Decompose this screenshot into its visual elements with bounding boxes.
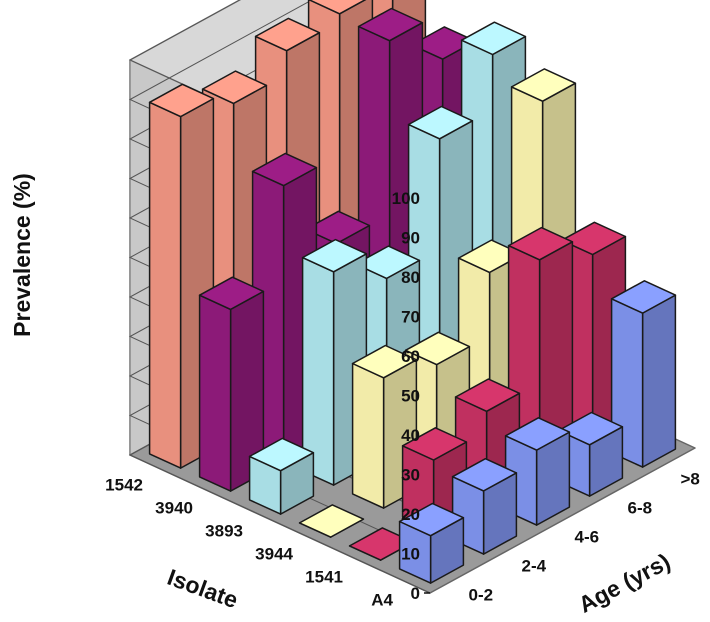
y-tick-label: 70: [401, 308, 420, 327]
y-tick-label: 80: [401, 268, 420, 287]
bar-top: [351, 344, 418, 379]
bar-1542-0: [148, 83, 215, 469]
bar-top: [504, 417, 571, 451]
isolate-label: A4: [371, 591, 393, 610]
bar-top: [460, 21, 527, 56]
bar-top: [248, 437, 315, 472]
isolate-label: 1541: [305, 568, 343, 587]
bar-front: [641, 294, 677, 468]
age-label: >8: [681, 470, 700, 489]
age-axis-title: Age (yrs): [574, 548, 674, 618]
bars: [148, 0, 677, 584]
bar-top: [308, 0, 367, 15]
y-tick-label: 10: [401, 545, 420, 564]
bar-top: [201, 70, 268, 105]
y-tick-label: 90: [401, 229, 420, 248]
y-tick-label: 50: [401, 387, 420, 406]
bar-top: [398, 502, 465, 537]
y-tick-label: 100: [392, 189, 420, 208]
isolate-label: 3940: [155, 499, 193, 518]
bar-top: [557, 411, 624, 446]
bar-top: [454, 378, 521, 413]
y-tick-label: 20: [401, 505, 420, 524]
bar-top: [407, 105, 474, 140]
bar-top: [254, 17, 321, 52]
age-label: 2-4: [522, 557, 547, 576]
y-tick-label: 30: [401, 466, 420, 485]
bar-top: [510, 68, 577, 102]
bar-top: [560, 221, 627, 256]
bar-top: [304, 210, 371, 245]
y-tick-label: 60: [401, 347, 420, 366]
bar-A4-0: [398, 502, 465, 584]
bar-A4-2: [504, 417, 571, 526]
bar-3944-0: [298, 504, 365, 538]
isolate-label: 3893: [205, 522, 243, 541]
bar-top: [354, 245, 421, 280]
bar-top: [357, 7, 424, 42]
age-label: 0-2: [469, 586, 494, 605]
bar-top: [148, 83, 215, 118]
bar-top: [298, 504, 365, 538]
bar-side: [148, 101, 182, 469]
bar-3940-0: [198, 276, 265, 492]
bar-side: [351, 362, 385, 509]
bar-top: [507, 226, 574, 261]
isolate-axis-title: Isolate: [164, 564, 241, 613]
bar-top: [451, 457, 518, 492]
bar-top: [198, 276, 265, 311]
isolate-label: 3944: [255, 545, 293, 564]
y-axis-title: Prevalence (%): [9, 173, 35, 337]
y-tick-label: 0: [411, 584, 420, 603]
bar-3893-0: [248, 437, 315, 515]
y-tick-label: 40: [401, 426, 420, 445]
bar-top: [404, 331, 471, 366]
age-label: 6-8: [628, 499, 653, 518]
bar-side: [198, 294, 232, 492]
bar-top: [610, 280, 677, 314]
isolate-label: 1542: [105, 476, 143, 495]
bar-3893-1: [301, 238, 368, 486]
age-label: 4-6: [575, 528, 600, 547]
bar-top: [401, 427, 468, 461]
bar-top: [251, 152, 318, 187]
bar-top: [301, 238, 368, 273]
